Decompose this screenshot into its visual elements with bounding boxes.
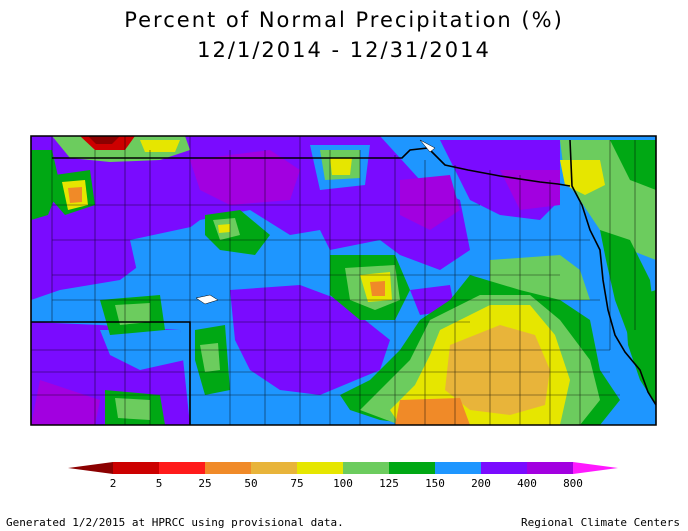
map-title: Percent of Normal Precipitation (%): [124, 8, 564, 32]
legend-label: 125: [379, 477, 399, 490]
legend-label: 5: [155, 477, 163, 490]
precipitation-shading: [31, 136, 656, 425]
legend-swatch: [113, 462, 160, 474]
legend-swatch: [159, 462, 206, 474]
lake-shape: [419, 139, 436, 153]
legend-label: 200: [471, 477, 491, 490]
legend-label: 150: [425, 477, 445, 490]
state-boundaries: [30, 135, 657, 426]
legend-swatch: [389, 462, 436, 474]
legend-swatch: [205, 462, 252, 474]
lake-shape: [195, 294, 219, 305]
legend-end-high: [573, 462, 618, 474]
legend-label: 50: [244, 477, 258, 490]
legend-swatch: [251, 462, 298, 474]
legend-label: 400: [517, 477, 537, 490]
footer-credit: Regional Climate Centers: [521, 516, 680, 529]
legend-end-low: [68, 462, 113, 474]
legend-swatch: [527, 462, 574, 474]
legend-label: 75: [290, 477, 304, 490]
legend-swatch: [435, 462, 482, 474]
legend-label: 100: [333, 477, 353, 490]
legend-swatch: [343, 462, 390, 474]
legend-swatch: [481, 462, 528, 474]
legend-label: 800: [563, 477, 583, 490]
legend-label: 25: [198, 477, 212, 490]
map-date-range: 12/1/2014 - 12/31/2014: [197, 38, 491, 62]
legend-label: 2: [109, 477, 117, 490]
legend-swatch: [297, 462, 344, 474]
footer-generated-note: Generated 1/2/2015 at HPRCC using provis…: [6, 516, 344, 529]
legend-color-bar: [68, 462, 618, 474]
